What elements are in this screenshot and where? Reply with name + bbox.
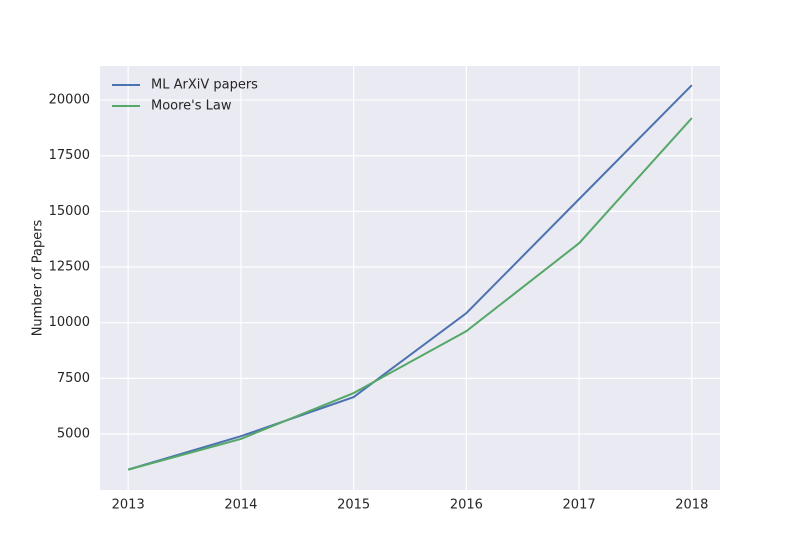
x-tick-label: 2017 xyxy=(563,498,596,513)
plot-area xyxy=(100,66,720,490)
y-tick-label: 20000 xyxy=(49,93,90,108)
legend-label: ML ArXiV papers xyxy=(151,78,258,93)
y-tick-label: 12500 xyxy=(49,260,90,275)
y-axis-label: Number of Papers xyxy=(31,219,46,336)
x-tick-label: 2013 xyxy=(112,498,145,513)
y-tick-label: 17500 xyxy=(49,148,90,163)
y-tick-label: 15000 xyxy=(49,204,90,219)
y-tick-label: 10000 xyxy=(49,315,90,330)
x-tick-label: 2018 xyxy=(675,498,708,513)
x-tick-label: 2014 xyxy=(224,498,257,513)
line xyxy=(127,117,693,471)
y-tick-label: 5000 xyxy=(57,427,90,442)
x-tick-label: 2015 xyxy=(337,498,370,513)
line xyxy=(127,84,693,471)
y-tick-label: 7500 xyxy=(57,371,90,386)
x-tick-label: 2016 xyxy=(450,498,483,513)
legend-label: Moore's Law xyxy=(151,99,232,114)
